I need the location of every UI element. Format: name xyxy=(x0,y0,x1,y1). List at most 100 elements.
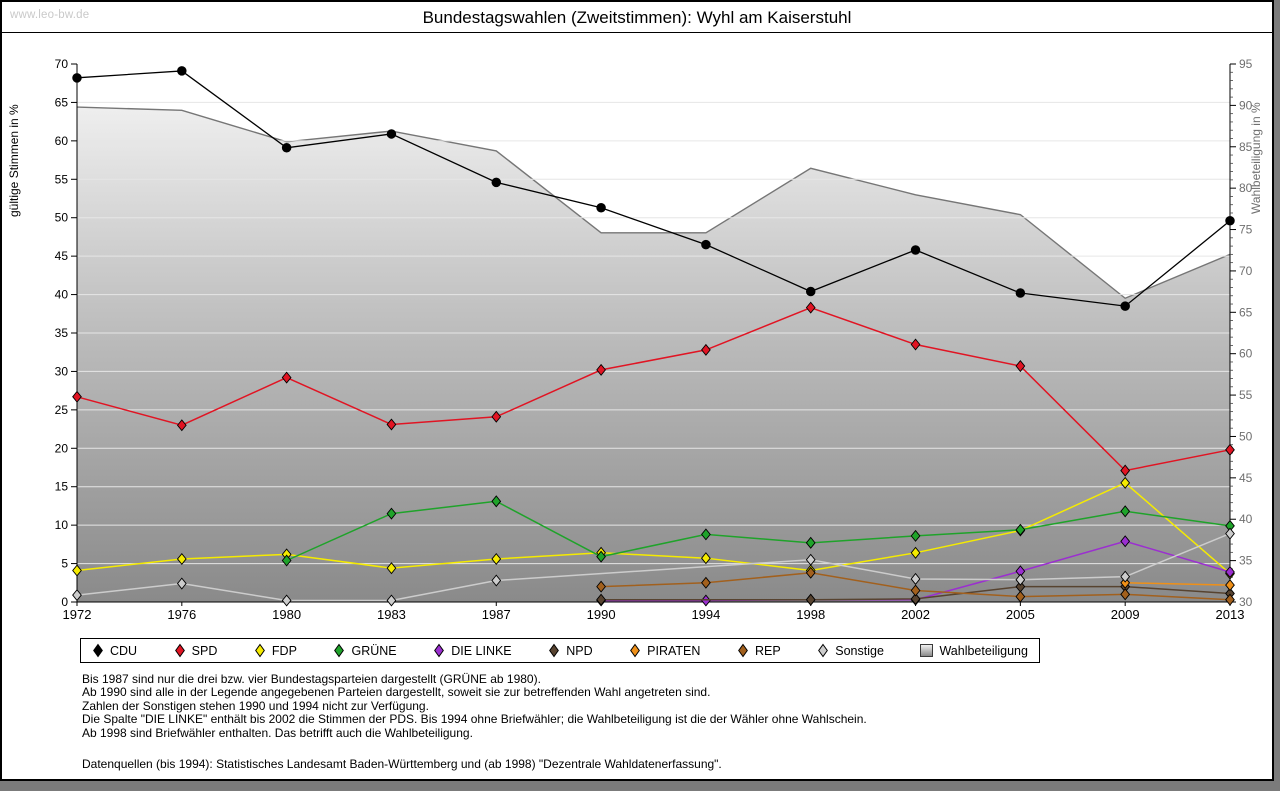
svg-text:55: 55 xyxy=(1239,388,1253,402)
legend-swatch-area-icon xyxy=(920,644,934,657)
svg-text:95: 95 xyxy=(1239,57,1253,71)
gridlines xyxy=(77,101,1230,565)
svg-text:80: 80 xyxy=(1239,181,1253,195)
data-point-spd xyxy=(805,301,816,314)
data-point-piraten xyxy=(1225,579,1235,592)
data-point-spd xyxy=(72,390,82,403)
data-point-die-linke xyxy=(701,594,711,607)
svg-text:70: 70 xyxy=(55,57,69,71)
data-point-sonstige xyxy=(386,594,397,607)
footnote-line: Bis 1987 sind nur die drei bzw. vier Bun… xyxy=(82,672,541,686)
data-point-cdu xyxy=(72,73,82,83)
legend-item-spd: SPD xyxy=(174,643,217,658)
data-point-cdu xyxy=(386,129,397,139)
legend-item-die-linke: DIE LINKE xyxy=(433,643,512,658)
svg-text:65: 65 xyxy=(55,95,69,109)
legend-label: DIE LINKE xyxy=(451,643,512,658)
legend-label: Sonstige xyxy=(835,643,884,658)
svg-text:55: 55 xyxy=(55,172,69,186)
legend-diamond-icon xyxy=(334,643,345,658)
svg-text:35: 35 xyxy=(1239,554,1253,568)
svg-text:65: 65 xyxy=(1239,305,1253,319)
data-point-fdp xyxy=(386,562,397,575)
data-point-die-linke xyxy=(1120,535,1131,548)
svg-text:50: 50 xyxy=(1239,429,1253,443)
data-point-npd xyxy=(805,593,816,606)
svg-text:1998: 1998 xyxy=(796,607,825,622)
svg-text:1980: 1980 xyxy=(272,607,301,622)
svg-text:35: 35 xyxy=(55,326,69,340)
legend-item-npd: NPD xyxy=(548,643,593,658)
data-point-grüne xyxy=(1015,523,1026,536)
data-point-rep xyxy=(1015,590,1026,603)
series-sonstige xyxy=(72,527,1235,607)
series-cdu xyxy=(72,66,1235,311)
svg-text:1972: 1972 xyxy=(63,607,92,622)
data-point-fdp xyxy=(701,552,711,565)
data-point-rep xyxy=(596,580,606,593)
svg-text:Wahlbeteiligung in %: Wahlbeteiligung in % xyxy=(1249,102,1263,214)
x-axis: 1972 1976 1980 1983 1987 1990 1994 1998 2002 2005… xyxy=(63,602,1244,622)
data-point-sonstige xyxy=(491,574,502,587)
data-point-npd xyxy=(596,593,606,606)
data-point-cdu xyxy=(491,177,502,188)
series-rep xyxy=(596,566,1235,606)
legend-diamond-icon xyxy=(434,643,445,658)
data-point-rep xyxy=(1120,588,1131,601)
data-point-fdp xyxy=(72,564,82,577)
series-grüne xyxy=(281,495,1235,567)
legend-diamond-icon xyxy=(549,643,560,658)
data-point-cdu xyxy=(1015,288,1026,298)
data-point-sonstige xyxy=(910,572,921,585)
y-axis-right: 30 35 40 45 50 55 60 65 70 75 80 85 90 95 Wahlbeteilig… xyxy=(1230,57,1263,609)
data-point-sonstige xyxy=(1225,527,1235,540)
svg-text:40: 40 xyxy=(55,288,69,302)
data-point-spd xyxy=(1225,443,1235,456)
svg-text:90: 90 xyxy=(1239,98,1253,112)
svg-text:70: 70 xyxy=(1239,264,1253,278)
chart-legend: CDU SPD FDP GRÜNE DIE LINKE NPD PIRATEN REP Sons… xyxy=(80,638,1040,663)
data-point-cdu xyxy=(1120,301,1130,311)
data-point-grüne xyxy=(281,554,292,567)
legend-item-cdu: CDU xyxy=(92,643,137,658)
svg-text:50: 50 xyxy=(55,211,69,225)
footnote-line: Ab 1990 sind alle in der Legende angegeb… xyxy=(82,685,711,700)
svg-text:1987: 1987 xyxy=(482,607,511,622)
data-point-grüne xyxy=(701,528,711,541)
header-bar: www.leo-bw.de Bundestagswahlen (Zweitsti… xyxy=(2,2,1272,33)
svg-text:45: 45 xyxy=(55,249,69,263)
legend-label: NPD xyxy=(566,643,593,658)
data-point-spd xyxy=(596,363,606,376)
chart-svg: 0 5 10 15 20 25 30 35 40 45 50 55 60 65 70 gültige Stim… xyxy=(7,57,1263,622)
legend-diamond-icon xyxy=(630,643,641,658)
svg-text:1990: 1990 xyxy=(587,607,616,622)
data-point-spd xyxy=(1015,360,1026,373)
data-point-npd xyxy=(910,592,921,605)
series-fdp xyxy=(72,476,1235,580)
svg-text:gültige Stimmen in %: gültige Stimmen in % xyxy=(7,104,21,217)
data-point-cdu xyxy=(805,286,816,297)
footnote-line: Zahlen der Sonstigen stehen 1990 und 199… xyxy=(82,698,429,713)
legend-label: FDP xyxy=(271,643,297,658)
data-point-grüne xyxy=(491,495,502,508)
data-point-rep xyxy=(910,584,921,597)
legend-label: REP xyxy=(754,643,781,658)
data-point-grüne xyxy=(596,550,606,563)
data-point-cdu xyxy=(596,202,606,213)
data-point-rep xyxy=(805,566,816,579)
svg-text:2009: 2009 xyxy=(1111,607,1140,622)
data-point-spd xyxy=(701,343,711,356)
legend-label: GRÜNE xyxy=(351,643,397,658)
legend-item-wahlbeteiligung: Wahlbeteiligung xyxy=(920,644,1028,658)
svg-text:45: 45 xyxy=(1239,471,1253,485)
data-point-sonstige xyxy=(281,594,292,607)
data-point-cdu xyxy=(281,143,292,153)
data-point-spd xyxy=(386,418,397,431)
svg-text:5: 5 xyxy=(61,557,68,571)
svg-text:60: 60 xyxy=(55,134,69,148)
data-point-sonstige xyxy=(1015,573,1026,586)
data-point-cdu xyxy=(177,66,187,76)
legend-item-sonstige: Sonstige xyxy=(817,643,884,658)
data-point-rep xyxy=(1225,593,1235,606)
